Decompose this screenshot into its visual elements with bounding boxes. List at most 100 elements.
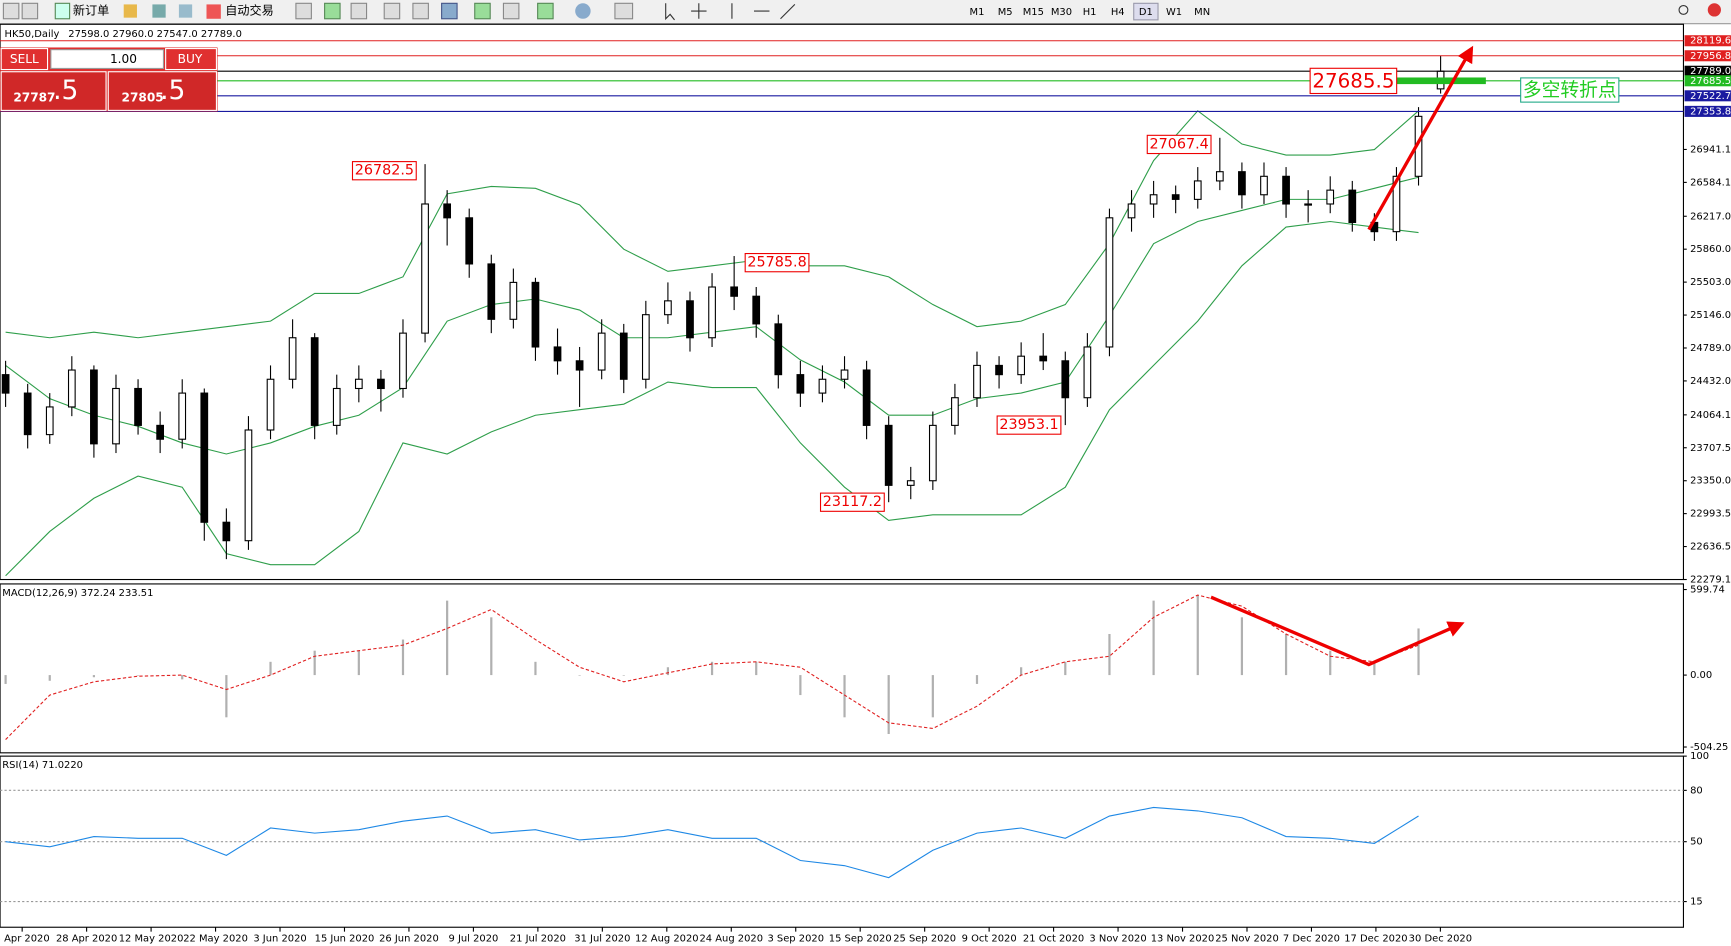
macd-bar <box>1020 667 1023 676</box>
candle-body <box>244 429 253 542</box>
candle-body <box>465 217 474 265</box>
price-level-tag <box>1684 35 1731 47</box>
search-icon[interactable] <box>1678 4 1689 15</box>
timeframe[interactable]: D1 <box>1139 7 1153 18</box>
macd-bar <box>48 675 51 681</box>
timeframe[interactable]: MN <box>1194 7 1210 18</box>
candle-body <box>664 300 672 316</box>
new-order-icon[interactable] <box>54 2 71 20</box>
timeframe[interactable]: M30 <box>1051 7 1072 18</box>
candle-body <box>1392 175 1401 233</box>
low-label: 23953.1 <box>999 417 1058 433</box>
notification[interactable] <box>1707 3 1721 17</box>
sell-price-fraction[interactable]: .5 <box>53 75 78 106</box>
candle-body <box>796 374 805 394</box>
y-tick-label: 24432.0 <box>1690 376 1731 387</box>
icon[interactable] <box>2 2 20 20</box>
sell-price-box[interactable] <box>0 71 107 111</box>
candle-body <box>67 369 76 408</box>
sell-label[interactable]: SELL <box>10 52 39 66</box>
auto-trading[interactable]: 自动交易 <box>225 3 274 18</box>
buy-button[interactable] <box>165 48 217 71</box>
macd-bar <box>578 675 581 676</box>
x-tick-label: 5 Apr 2020 <box>0 933 50 944</box>
x-tick-label: 21 Jul 2020 <box>510 933 566 944</box>
icon[interactable] <box>441 2 458 20</box>
auto-trading-icon[interactable] <box>206 4 221 19</box>
candle-body <box>1017 355 1026 376</box>
timeframe[interactable]: H4 <box>1111 7 1125 18</box>
icon[interactable] <box>295 2 312 20</box>
icon[interactable] <box>474 2 491 20</box>
x-tick-label: 25 Sep 2020 <box>893 933 956 944</box>
candle-body <box>266 378 275 431</box>
icon[interactable] <box>350 2 368 20</box>
macd-bar <box>225 675 228 718</box>
candle-body <box>178 392 187 440</box>
sell-button[interactable] <box>0 48 49 71</box>
buy-price[interactable]: 27805 <box>122 91 164 105</box>
icon[interactable] <box>412 2 429 20</box>
icon[interactable] <box>537 2 554 20</box>
icon[interactable] <box>21 2 39 20</box>
icon[interactable] <box>178 4 193 18</box>
icon[interactable] <box>575 3 591 19</box>
sell-price[interactable]: 27787 <box>13 91 55 105</box>
x-tick-label: 12 Aug 2020 <box>635 933 699 944</box>
indicator-title: RSI(14) 71.0220 <box>2 760 83 771</box>
x-tick-label: 3 Jun 2020 <box>253 933 306 944</box>
timeframe[interactable]: M15 <box>1023 7 1044 18</box>
lots-input[interactable] <box>50 49 165 69</box>
draw-icons[interactable] <box>691 3 796 20</box>
annotation: 多空转折点 <box>1523 79 1617 101</box>
price-level-tag <box>1684 65 1731 77</box>
timeframe[interactable]: W1 <box>1166 7 1182 18</box>
candle-body <box>134 387 142 426</box>
macd-bar <box>357 650 360 676</box>
candle-body <box>288 337 297 380</box>
candle-body <box>1039 355 1048 362</box>
candle-body <box>973 364 981 399</box>
icon[interactable] <box>383 2 401 20</box>
bollinger-band <box>5 220 1419 577</box>
buy-price-fraction[interactable]: .5 <box>160 75 185 106</box>
macd-bar <box>1240 617 1244 676</box>
candle-body <box>112 387 120 445</box>
candle-body <box>995 364 1003 376</box>
icon[interactable] <box>123 4 137 18</box>
timeframe[interactable]: M5 <box>998 7 1013 18</box>
lots[interactable]: 1.00 <box>110 52 137 66</box>
candle-body <box>487 263 496 320</box>
candle-body <box>686 300 694 339</box>
trend-arrow <box>1367 45 1474 231</box>
chart-title: HK50,Daily <box>4 29 59 40</box>
candle-body <box>951 397 959 426</box>
label-box <box>351 161 417 181</box>
price-level-label: 27789.0 <box>1690 66 1731 77</box>
candle-body <box>332 387 341 426</box>
price-level-label: 27685.5 <box>1690 76 1731 87</box>
buy-label[interactable]: BUY <box>178 52 203 66</box>
candle-body <box>531 281 540 348</box>
icon[interactable] <box>502 2 520 20</box>
icon[interactable] <box>614 2 634 20</box>
icon[interactable] <box>324 2 341 20</box>
y-tick-label: -504.25 <box>1690 742 1728 753</box>
macd-bar <box>1417 628 1420 676</box>
candle-body <box>1105 217 1114 348</box>
candle-body <box>222 521 231 542</box>
macd-bar <box>975 675 979 684</box>
cursor-icon[interactable] <box>665 3 675 21</box>
timeframe[interactable]: M1 <box>970 7 985 18</box>
plots: HK50,Daily 27598.0 27960.0 27547.0 27789.… <box>0 29 1731 944</box>
candle-body <box>906 480 915 486</box>
timeframe[interactable]: H1 <box>1083 7 1097 18</box>
new-order[interactable]: 新订单 <box>73 3 109 18</box>
candle-body <box>928 424 937 482</box>
label-box <box>744 252 810 273</box>
macd-bar <box>490 617 493 676</box>
buy-price-box[interactable] <box>107 71 217 111</box>
y-tick-label: 25503.0 <box>1690 277 1731 288</box>
icon[interactable] <box>152 4 166 18</box>
